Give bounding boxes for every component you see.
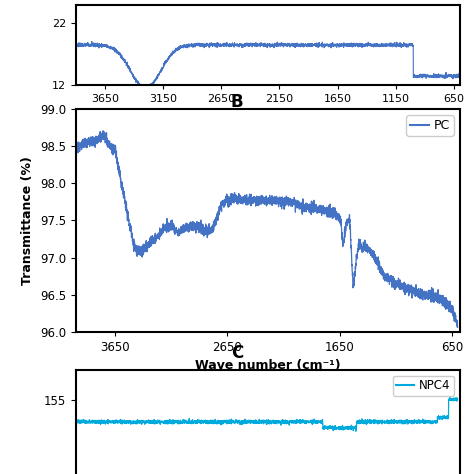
Legend: NPC4: NPC4 (393, 375, 454, 396)
Text: B: B (231, 93, 243, 111)
Text: C: C (231, 344, 243, 362)
Legend: PC: PC (406, 115, 454, 136)
X-axis label: Wave number (cm⁻¹): Wave number (cm⁻¹) (195, 359, 341, 373)
Y-axis label: Transmittance (%): Transmittance (%) (21, 156, 35, 285)
X-axis label: Wave number (cm⁻¹): Wave number (cm⁻¹) (195, 110, 341, 123)
